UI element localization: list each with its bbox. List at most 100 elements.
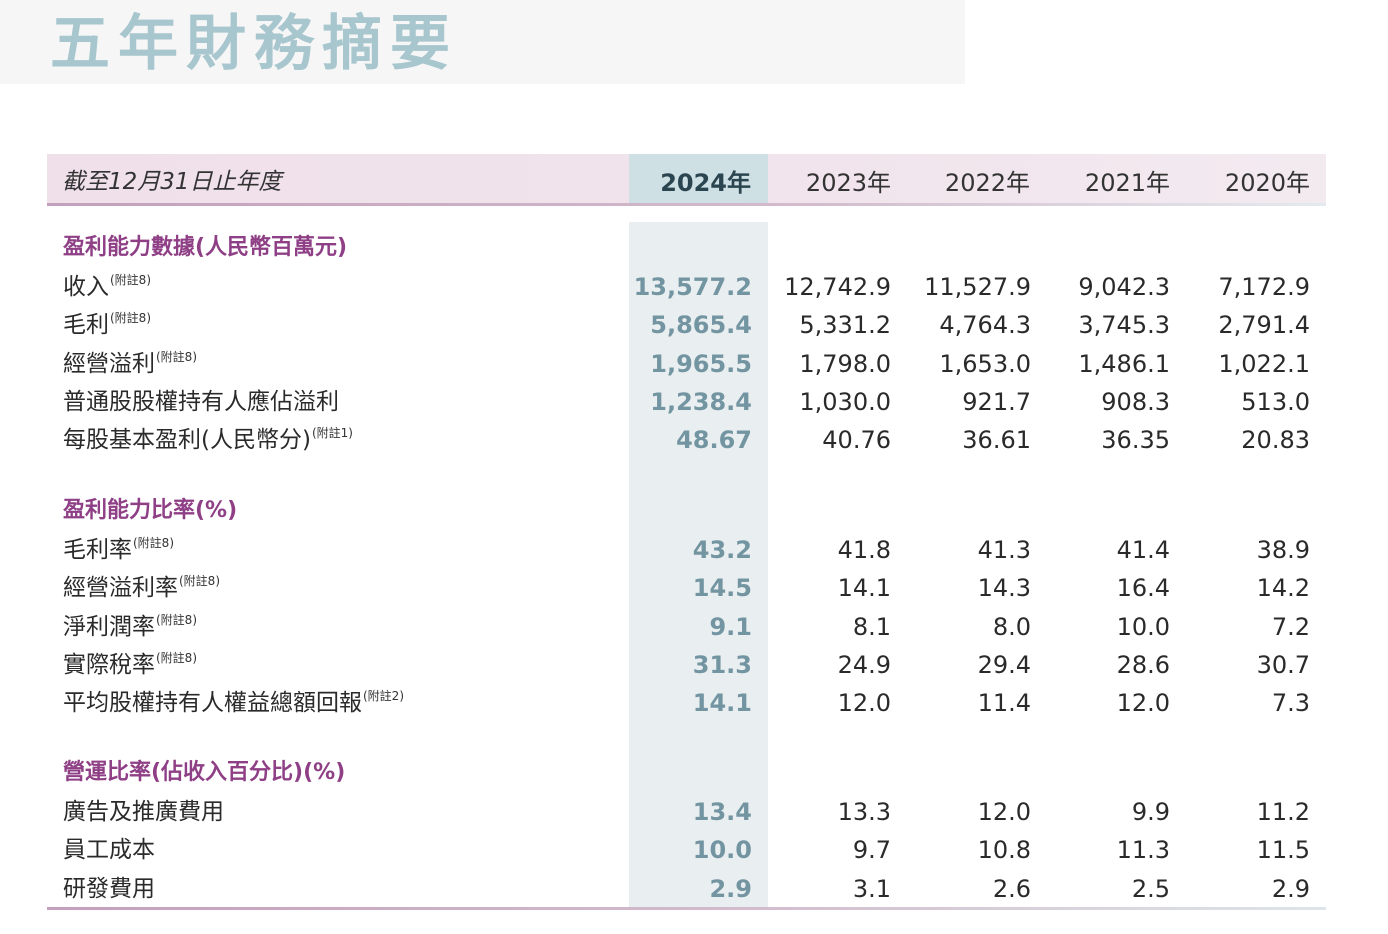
table-cell: 513.0 xyxy=(1241,388,1310,416)
table-cell: 41.3 xyxy=(977,536,1031,564)
table-cell: 11.3 xyxy=(1116,836,1170,864)
table-cell: 29.4 xyxy=(977,651,1031,679)
title-band xyxy=(0,0,965,84)
table-cell: 8.1 xyxy=(852,613,891,641)
table-cell: 12.0 xyxy=(977,798,1031,826)
footnote-ref: (附註8) xyxy=(110,273,151,287)
table-cell: 10.0 xyxy=(692,836,752,864)
table-cell: 1,965.5 xyxy=(650,350,752,378)
table-cell: 11.2 xyxy=(1256,798,1310,826)
row-label: 收入(附註8) xyxy=(63,270,151,307)
table-cell: 8.0 xyxy=(992,613,1031,641)
row-label-text: 平均股權持有人權益總額回報 xyxy=(63,690,362,716)
section-title: 盈利能力數據(人民幣百萬元) xyxy=(63,235,348,260)
row-label: 經營溢利(附註8) xyxy=(63,347,197,384)
year-header-2020: 2020年 xyxy=(1224,169,1310,197)
table-cell: 30.7 xyxy=(1256,651,1310,679)
year-end-label: 截至12月31日止年度 xyxy=(62,169,282,195)
row-label: 研發費用 xyxy=(63,872,155,906)
table-cell: 2.9 xyxy=(709,875,752,903)
table-cell: 11.4 xyxy=(977,689,1031,717)
footnote-ref: (附註8) xyxy=(110,311,151,325)
row-label-text: 毛利率 xyxy=(63,537,132,563)
section-title: 盈利能力比率(%) xyxy=(63,498,238,523)
table-cell: 10.8 xyxy=(977,836,1031,864)
footnote-ref: (附註2) xyxy=(363,689,404,703)
row-label-text: 員工成本 xyxy=(63,837,155,863)
row-label-text: 實際稅率 xyxy=(63,652,155,678)
row-label-text: 普通股股權持有人應佔溢利 xyxy=(63,389,339,415)
footnote-ref: (附註8) xyxy=(156,350,197,364)
table-cell: 7.3 xyxy=(1271,689,1310,717)
row-label-text: 廣告及推廣費用 xyxy=(63,799,224,825)
table-cell: 1,653.0 xyxy=(939,350,1031,378)
table-cell: 11.5 xyxy=(1256,836,1310,864)
table-cell: 9.7 xyxy=(852,836,891,864)
table-cell: 11,527.9 xyxy=(924,273,1031,301)
table-cell: 9.1 xyxy=(709,613,752,641)
table-bottom-divider xyxy=(47,907,1326,910)
header-divider xyxy=(47,203,1326,206)
table-cell: 3.1 xyxy=(852,875,891,903)
table-cell: 31.3 xyxy=(692,651,752,679)
table-cell: 41.4 xyxy=(1116,536,1170,564)
row-label-text: 研發費用 xyxy=(63,876,155,902)
footnote-ref: (附註1) xyxy=(311,426,353,440)
table-cell: 28.6 xyxy=(1116,651,1170,679)
table-cell: 14.2 xyxy=(1256,574,1310,602)
table-cell: 2,791.4 xyxy=(1218,311,1310,339)
table-cell: 13,577.2 xyxy=(633,273,752,301)
table-cell: 7.2 xyxy=(1271,613,1310,641)
table-cell: 12.0 xyxy=(837,689,891,717)
footnote-ref: (附註8) xyxy=(133,536,174,550)
table-cell: 3,745.3 xyxy=(1078,311,1170,339)
table-cell: 1,030.0 xyxy=(799,388,891,416)
table-cell: 1,238.4 xyxy=(650,388,752,416)
table-cell: 16.4 xyxy=(1116,574,1170,602)
table-cell: 36.61 xyxy=(962,426,1031,454)
row-label: 平均股權持有人權益總額回報(附註2) xyxy=(63,686,404,723)
table-cell: 908.3 xyxy=(1101,388,1170,416)
footnote-ref: (附註8) xyxy=(156,613,197,627)
table-cell: 9,042.3 xyxy=(1078,273,1170,301)
row-label-text: 每股基本盈利(人民幣分) xyxy=(63,427,311,453)
row-label: 毛利率(附註8) xyxy=(63,533,174,570)
row-label-text: 經營溢利率 xyxy=(63,575,178,601)
table-cell: 921.7 xyxy=(962,388,1031,416)
row-label: 普通股股權持有人應佔溢利 xyxy=(63,385,339,419)
row-label-text: 收入 xyxy=(63,274,109,300)
year-header-2023: 2023年 xyxy=(805,169,891,197)
table-cell: 14.1 xyxy=(692,689,752,717)
table-cell: 38.9 xyxy=(1256,536,1310,564)
highlight-column-header xyxy=(629,154,768,203)
row-label: 淨利潤率(附註8) xyxy=(63,610,197,647)
row-label: 毛利(附註8) xyxy=(63,308,151,345)
row-label-text: 淨利潤率 xyxy=(63,614,155,640)
page-title: 五年財務摘要 xyxy=(50,9,458,79)
highlight-column xyxy=(629,222,768,907)
table-cell: 14.1 xyxy=(837,574,891,602)
row-label: 經營溢利率(附註8) xyxy=(63,571,220,608)
table-cell: 41.8 xyxy=(837,536,891,564)
table-cell: 5,331.2 xyxy=(799,311,891,339)
table-cell: 36.35 xyxy=(1101,426,1170,454)
table-cell: 12,742.9 xyxy=(784,273,891,301)
table-cell: 4,764.3 xyxy=(939,311,1031,339)
footnote-ref: (附註8) xyxy=(179,574,220,588)
year-header-2024: 2024年 xyxy=(660,169,751,197)
table-cell: 13.3 xyxy=(837,798,891,826)
footnote-ref: (附註8) xyxy=(156,651,197,665)
table-cell: 14.3 xyxy=(977,574,1031,602)
table-cell: 1,798.0 xyxy=(799,350,891,378)
table-cell: 13.4 xyxy=(692,798,752,826)
table-cell: 2.9 xyxy=(1271,875,1310,903)
table-cell: 2.6 xyxy=(992,875,1031,903)
year-header-2022: 2022年 xyxy=(944,169,1030,197)
row-label: 廣告及推廣費用 xyxy=(63,795,224,829)
table-cell: 40.76 xyxy=(822,426,891,454)
row-label: 實際稅率(附註8) xyxy=(63,648,197,685)
row-label-text: 經營溢利 xyxy=(63,351,155,377)
section-title: 營運比率(佔收入百分比)(%) xyxy=(63,760,346,785)
table-cell: 20.83 xyxy=(1241,426,1310,454)
table-cell: 24.9 xyxy=(837,651,891,679)
